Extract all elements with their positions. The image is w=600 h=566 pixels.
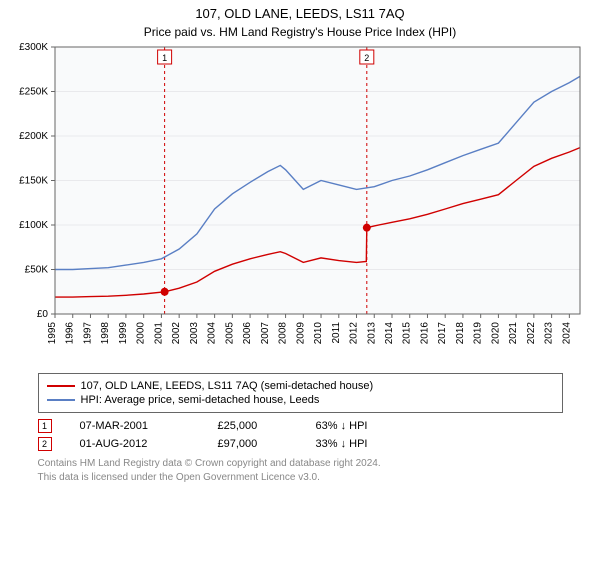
line-chart: 1 2 £0 £50K £100K £150K £200K £250K £300K 1995 199… (0, 39, 600, 369)
legend-label: 107, OLD LANE, LEEDS, LS11 7AQ (semi-det… (81, 380, 374, 392)
svg-text:2003: 2003 (189, 322, 200, 345)
sales-row: 2 01-AUG-2012 £97,000 33% ↓ HPI (38, 437, 563, 451)
svg-text:2017: 2017 (437, 322, 448, 345)
svg-text:2010: 2010 (313, 322, 324, 345)
footer-line-1: Contains HM Land Registry data © Crown c… (38, 457, 563, 471)
svg-text:2004: 2004 (207, 322, 218, 345)
svg-text:2006: 2006 (242, 322, 253, 345)
svg-text:2022: 2022 (526, 322, 537, 345)
legend-item: 107, OLD LANE, LEEDS, LS11 7AQ (semi-det… (47, 380, 554, 392)
svg-text:2002: 2002 (171, 322, 182, 345)
svg-text:2011: 2011 (331, 322, 342, 344)
legend-item: HPI: Average price, semi-detached house,… (47, 394, 554, 406)
svg-text:2023: 2023 (544, 322, 555, 345)
svg-text:2014: 2014 (384, 322, 395, 345)
svg-text:2009: 2009 (295, 322, 306, 345)
sale-price: £25,000 (218, 420, 288, 432)
svg-text:1997: 1997 (82, 322, 93, 345)
sale-diff: 63% ↓ HPI (316, 420, 406, 432)
svg-text:£0: £0 (37, 309, 49, 320)
svg-text:2012: 2012 (349, 322, 360, 345)
svg-text:2024: 2024 (561, 322, 572, 345)
svg-text:2008: 2008 (278, 322, 289, 345)
svg-text:£250K: £250K (19, 87, 48, 98)
svg-text:2016: 2016 (419, 322, 430, 345)
svg-text:2001: 2001 (153, 322, 164, 345)
svg-text:1995: 1995 (47, 322, 58, 345)
sales-row: 1 07-MAR-2001 £25,000 63% ↓ HPI (38, 419, 563, 433)
legend-swatch (47, 399, 75, 401)
svg-text:£100K: £100K (19, 220, 48, 231)
svg-text:2015: 2015 (402, 322, 413, 345)
svg-text:£300K: £300K (19, 42, 48, 53)
sale-price: £97,000 (218, 438, 288, 450)
chart-area: 1 2 £0 £50K £100K £150K £200K £250K £300K 1995 199… (0, 39, 600, 369)
svg-text:2018: 2018 (455, 322, 466, 345)
svg-text:£200K: £200K (19, 131, 48, 142)
sale-marker-box: 1 (38, 419, 52, 433)
footer-line-2: This data is licensed under the Open Gov… (38, 471, 563, 485)
svg-text:2019: 2019 (473, 322, 484, 345)
legend: 107, OLD LANE, LEEDS, LS11 7AQ (semi-det… (38, 373, 563, 413)
svg-text:£150K: £150K (19, 176, 48, 187)
svg-text:1998: 1998 (100, 322, 111, 345)
svg-text:2021: 2021 (508, 322, 519, 345)
svg-text:2007: 2007 (260, 322, 271, 345)
svg-text:2000: 2000 (136, 322, 147, 345)
sale-date: 07-MAR-2001 (80, 420, 190, 432)
svg-text:2: 2 (364, 53, 369, 63)
svg-text:2005: 2005 (224, 322, 235, 345)
page-title: 107, OLD LANE, LEEDS, LS11 7AQ (0, 6, 600, 21)
legend-swatch (47, 385, 75, 387)
svg-text:2020: 2020 (490, 322, 501, 345)
sale-marker-box: 2 (38, 437, 52, 451)
sale-date: 01-AUG-2012 (80, 438, 190, 450)
page-subtitle: Price paid vs. HM Land Registry's House … (0, 25, 600, 39)
svg-text:1999: 1999 (118, 322, 129, 345)
svg-text:1: 1 (162, 53, 167, 63)
legend-label: HPI: Average price, semi-detached house,… (81, 394, 320, 406)
svg-text:£50K: £50K (25, 265, 49, 276)
attribution-footer: Contains HM Land Registry data © Crown c… (38, 457, 563, 484)
svg-text:2013: 2013 (366, 322, 377, 345)
svg-text:1996: 1996 (65, 322, 76, 345)
sale-diff: 33% ↓ HPI (316, 438, 406, 450)
sales-table: 1 07-MAR-2001 £25,000 63% ↓ HPI 2 01-AUG-2012… (38, 419, 563, 451)
